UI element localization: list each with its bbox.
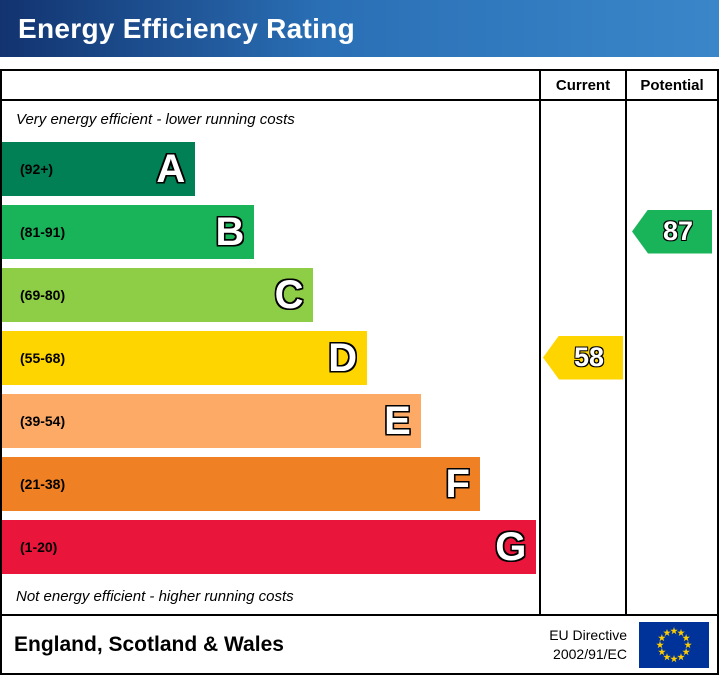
pointer-cell (541, 452, 625, 515)
chart-body: Very energy efficient - lower running co… (2, 101, 717, 614)
band-range-label: (55-68) (20, 349, 66, 366)
potential-column: 87 (625, 101, 717, 614)
band-letter: D (328, 335, 358, 380)
band-letter: A (156, 146, 186, 191)
band-row-e: (39-54) E (2, 389, 539, 452)
eu-flag-star (682, 647, 690, 655)
eu-flag-star (658, 633, 666, 641)
band-row-a: (92+) A (2, 137, 539, 200)
potential-column-header: Potential (625, 71, 717, 99)
chart-header-row: Current Potential (2, 71, 717, 101)
pointer-cell (627, 452, 717, 515)
band-range-label: (21-38) (20, 475, 66, 492)
band-bar-f: (21-38) F (2, 456, 480, 511)
band-range-label: (81-91) (20, 223, 66, 240)
pointer-cell (627, 263, 717, 326)
current-column-header: Current (539, 71, 625, 99)
pointer-cell (627, 326, 717, 389)
eu-directive-line2: 2002/91/EC (553, 645, 627, 662)
band-bar-g: (1-20) G (2, 519, 537, 574)
pointer-cell (541, 137, 625, 200)
band-row-f: (21-38) F (2, 452, 539, 515)
pointer-cell (541, 389, 625, 452)
eu-flag-star (663, 628, 671, 636)
eu-flag-star (656, 640, 664, 648)
pointer-cell (541, 263, 625, 326)
page-title-banner: Energy Efficiency Rating (0, 0, 719, 57)
band-bar-b: (81-91) B (2, 204, 255, 259)
band-range-label: (1-20) (20, 538, 58, 555)
footer: England, Scotland & Wales EU Directive 2… (2, 614, 717, 673)
current-rating-arrow: 58 (543, 335, 623, 380)
band-bar-a: (92+) A (2, 141, 196, 196)
eu-flag-star (670, 626, 678, 634)
bands-column: Very energy efficient - lower running co… (2, 101, 539, 614)
bands-container: (92+) A (81-91) B (69-80) C (55-68) D (39-54) E (2… (2, 137, 539, 578)
band-letter: E (384, 398, 411, 443)
pointer-cell (627, 515, 717, 578)
pointer-cell: 58 (541, 326, 625, 389)
pointer-cell: 87 (627, 200, 717, 263)
band-letter: B (215, 209, 245, 254)
eu-flag (639, 621, 709, 668)
bottom-note: Not energy efficient - higher running co… (16, 587, 294, 605)
eu-flag-star (663, 652, 671, 660)
band-letter: C (274, 272, 304, 317)
pointer-cell (627, 389, 717, 452)
eu-flag-star (677, 652, 685, 660)
eu-flag-star (677, 628, 685, 636)
pointer-cell (541, 515, 625, 578)
band-range-label: (92+) (20, 160, 54, 177)
eu-flag-star (682, 633, 690, 641)
footer-right: EU Directive 2002/91/EC (549, 621, 709, 668)
epc-chart: Current Potential Very energy efficient … (0, 69, 719, 675)
band-range-label: (69-80) (20, 286, 66, 303)
band-bar-e: (39-54) E (2, 393, 421, 448)
chart-header-spacer (2, 71, 539, 99)
eu-directive-line1: EU Directive (549, 626, 627, 643)
band-row-d: (55-68) D (2, 326, 539, 389)
band-bar-d: (55-68) D (2, 330, 368, 385)
eu-directive: EU Directive 2002/91/EC (549, 626, 627, 664)
top-note: Very energy efficient - lower running co… (16, 110, 295, 128)
band-row-g: (1-20) G (2, 515, 539, 578)
page-title: Energy Efficiency Rating (18, 12, 356, 44)
eu-flag-star (670, 654, 678, 662)
pointer-cell (627, 137, 717, 200)
band-bar-c: (69-80) C (2, 267, 314, 322)
potential-rating-arrow: 87 (632, 209, 712, 254)
band-row-b: (81-91) B (2, 200, 539, 263)
footer-region: England, Scotland & Wales (14, 632, 284, 656)
eu-flag-star (684, 640, 692, 648)
eu-flag-star (658, 647, 666, 655)
band-letter: F (445, 461, 470, 506)
band-row-c: (69-80) C (2, 263, 539, 326)
pointer-cell (541, 200, 625, 263)
current-column: 58 (539, 101, 625, 614)
band-range-label: (39-54) (20, 412, 66, 429)
band-letter: G (495, 524, 527, 569)
